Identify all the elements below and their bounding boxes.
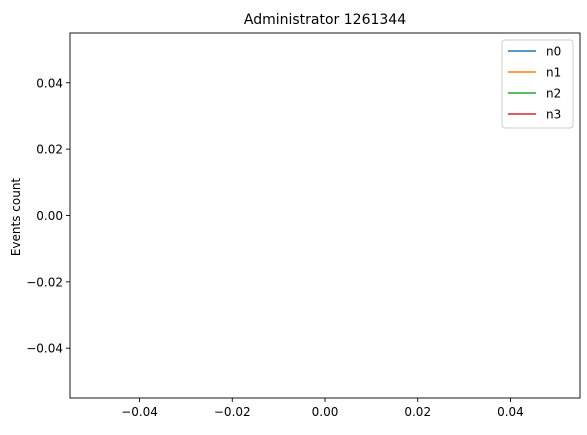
legend-label: n1 <box>546 66 561 80</box>
legend-label: n3 <box>546 108 561 122</box>
legend-box <box>501 39 574 129</box>
x-axis-ticks: −0.04 −0.02 0.00 0.02 0.04 <box>121 398 524 419</box>
x-tick-label: 0.02 <box>404 405 431 419</box>
y-tick-label: −0.04 <box>26 342 63 356</box>
y-axis-label: Events count <box>9 178 23 257</box>
legend-label: n2 <box>546 87 561 101</box>
legend-entries: n0 n1 n2 n3 <box>508 45 561 122</box>
legend-label: n0 <box>546 45 561 59</box>
x-tick-label: −0.04 <box>121 405 158 419</box>
x-tick-label: −0.02 <box>214 405 251 419</box>
y-axis-ticks: 0.04 0.02 0.00 −0.02 −0.04 <box>26 76 70 356</box>
y-tick-label: 0.02 <box>36 143 63 157</box>
x-tick-label: 0.04 <box>497 405 524 419</box>
y-tick-label: 0.00 <box>36 209 63 223</box>
y-tick-label: 0.04 <box>36 76 63 90</box>
y-tick-label: −0.02 <box>26 275 63 289</box>
legend: n0 n1 n2 n3 <box>501 39 574 129</box>
chart-title: Administrator 1261344 <box>244 12 406 28</box>
x-tick-label: 0.00 <box>312 405 339 419</box>
